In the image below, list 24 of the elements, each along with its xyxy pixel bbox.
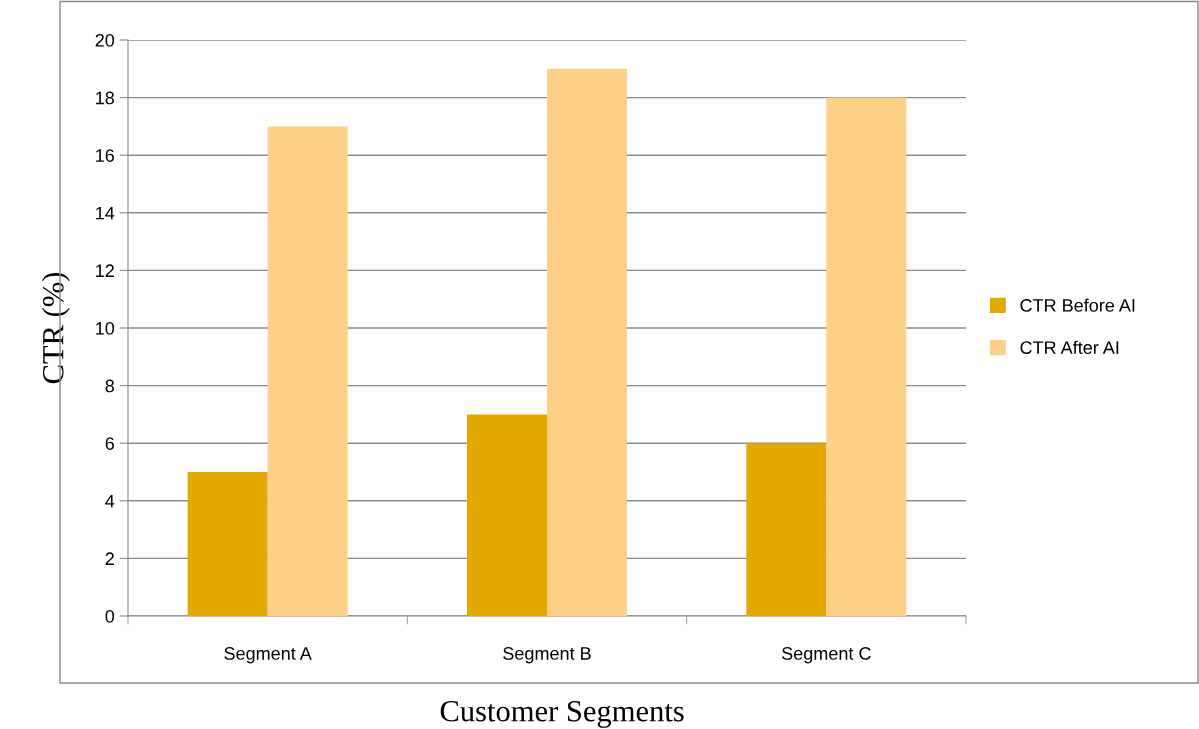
x-tick-label: Segment B [503,647,591,664]
y-tick-label: 6 [105,437,115,450]
x-tick-label: Segment C [782,647,871,664]
y-tick-label: 2 [105,552,114,565]
bar [746,443,827,616]
y-axis-title: CTR (%) [42,272,70,384]
x-tick-label: Segment A [224,647,312,664]
legend-label: CTR Before AI [1020,298,1135,312]
bar [826,97,907,616]
y-tick-label: 8 [105,379,115,393]
bar [547,68,628,616]
y-tick-label: 4 [105,494,115,508]
y-tick-label: 20 [95,33,115,47]
y-tick-label: 16 [96,149,115,162]
y-tick-label: 14 [96,206,115,220]
y-tick-label: 12 [96,264,114,277]
y-tick-label: 10 [96,321,115,335]
bar [267,126,348,616]
x-axis-title: Customer Segments [440,700,684,728]
legend-label: CTR After AI [1020,340,1119,354]
y-tick-label: 0 [105,609,115,623]
y-tick-label: 18 [96,91,115,105]
bar [466,414,547,616]
bar [187,472,268,616]
